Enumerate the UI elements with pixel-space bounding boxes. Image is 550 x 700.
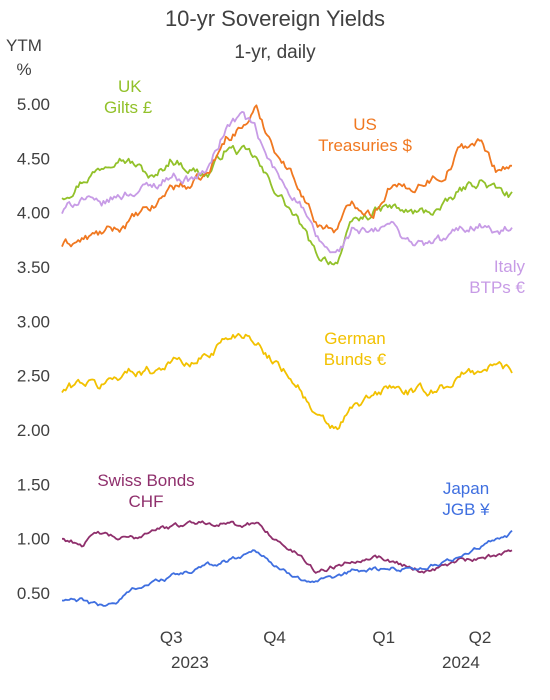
chart-title: 10-yr Sovereign Yields [164,6,386,31]
label-italy-line2: BTPs € [469,278,525,297]
y-tick-label: 1.50 [17,475,50,494]
x-quarter-label: Q1 [372,628,395,647]
series-line-japan-jgb [61,529,513,607]
y-tick-label: 1.00 [17,530,50,549]
y-tick-label: 4.50 [17,149,50,168]
x-quarter-label: Q3 [160,628,183,647]
label-japan-line1: Japan [442,479,490,498]
label-us-line2: Treasuries $ [318,136,412,155]
label-german-line1: German [324,329,386,348]
label-uk-line1: UK [118,77,142,96]
label-italy-btps: Italy BTPs € [425,256,525,298]
x-quarter-label: Q2 [469,628,492,647]
series-lines [61,104,513,607]
x-axis-labels: Q3 Q4 Q1 Q2 2023 2024 [160,628,491,672]
series-line-swiss-bonds-chf [62,520,513,574]
label-japan-line2: JGB ¥ [442,500,490,519]
x-year-label: 2024 [442,653,480,672]
y-axis-ticks: 5.00 4.50 4.00 3.50 3.00 2.50 2.00 1.50 1.00 0.50 [17,95,50,603]
series-line-german-bunds [61,332,513,431]
label-uk-line2: Gilts £ [104,98,153,117]
label-japan-jgb: Japan JGB ¥ [420,478,512,520]
label-us-treasuries: US Treasuries $ [300,114,430,156]
label-swiss-line1: Swiss Bonds [97,471,195,490]
x-year-label: 2023 [171,653,209,672]
x-quarter-label: Q4 [263,628,286,647]
series-line-us-treasuries [61,104,513,248]
y-axis-unit: % [16,60,32,79]
y-tick-label: 3.50 [17,258,50,277]
chart-subtitle: 1-yr, daily [234,42,316,63]
label-swiss-bonds: Swiss Bonds CHF [82,470,210,512]
y-tick-label: 4.00 [17,204,50,223]
series-line-uk-gilts [61,144,513,266]
y-axis-title: YTM [6,36,42,55]
label-uk-gilts: UK Gilts £ [104,76,152,118]
y-tick-label: 0.50 [17,584,50,603]
series-line-italy-btps [61,111,513,254]
label-german-line2: Bunds € [323,350,387,369]
y-tick-label: 3.00 [17,312,50,331]
label-german-bunds: German Bunds € [300,328,410,370]
y-tick-label: 2.50 [17,367,50,386]
label-swiss-line2: CHF [128,492,164,511]
label-us-line1: US [353,115,377,134]
label-italy-line1: Italy [493,257,525,276]
y-tick-label: 2.00 [17,421,50,440]
y-tick-label: 5.00 [17,95,50,114]
